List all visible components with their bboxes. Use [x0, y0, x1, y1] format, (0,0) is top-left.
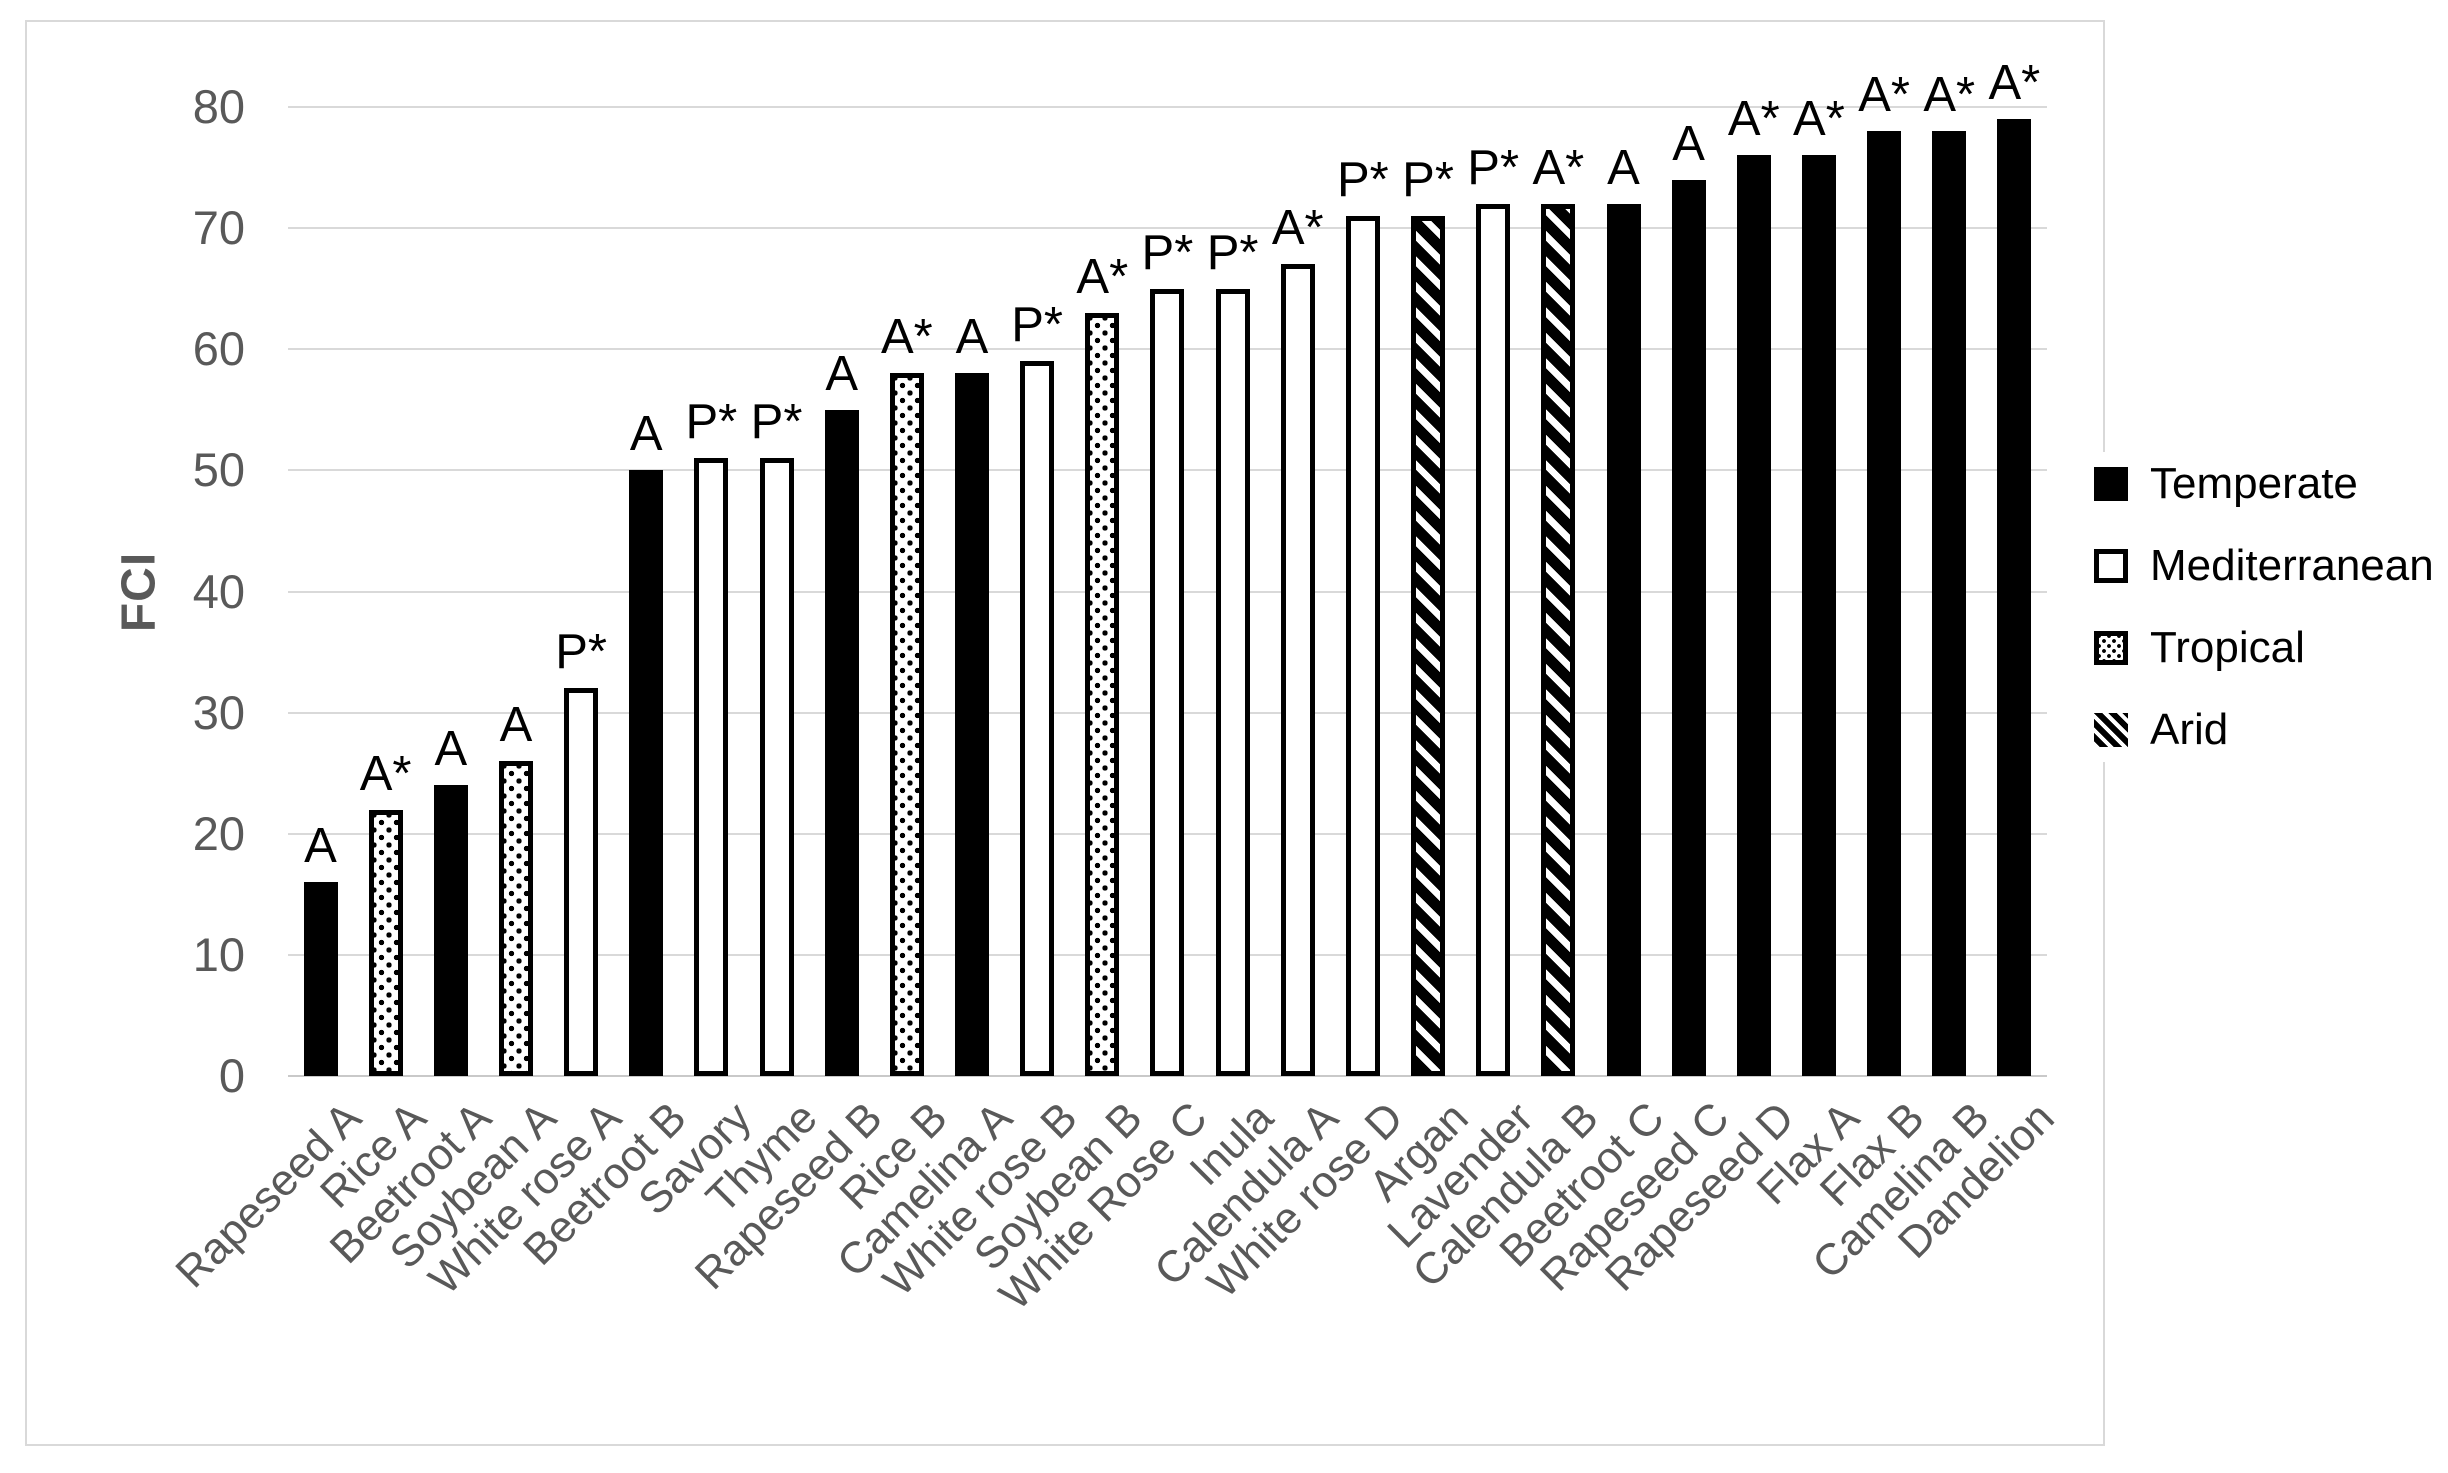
y-axis-tick-label: 20	[192, 806, 245, 860]
gridline	[288, 106, 2047, 108]
bar	[303, 882, 338, 1076]
bar	[1671, 180, 1706, 1076]
bar-annotation: A	[434, 722, 468, 776]
bar-annotation: P*	[555, 625, 607, 679]
bar	[1345, 216, 1380, 1076]
bar-annotation: A*	[1793, 92, 1845, 146]
bar-annotation: A	[955, 310, 989, 364]
bar	[433, 785, 468, 1076]
bar-annotation: A	[1607, 141, 1640, 195]
bar-annotation: A*	[359, 747, 412, 801]
bar	[1541, 204, 1576, 1076]
legend-key-dots-swatch	[2094, 631, 2128, 665]
bar	[1736, 155, 1771, 1076]
legend-item: Temperate	[2094, 459, 2448, 508]
legend: Temperate Mediterranean Tropical Arid	[2086, 452, 2448, 762]
bar-annotation: P*	[750, 395, 803, 449]
y-axis-tick-label: 60	[192, 322, 245, 376]
bar	[498, 761, 533, 1076]
legend-item: Mediterranean	[2094, 541, 2448, 590]
bar	[889, 373, 924, 1076]
bar-annotation: P*	[1467, 141, 1520, 195]
bar	[1085, 313, 1120, 1076]
legend-label: Mediterranean	[2150, 541, 2434, 590]
bar-annotation: A*	[1076, 250, 1129, 304]
bar	[1476, 204, 1511, 1076]
bar-annotation: A*	[1532, 141, 1585, 195]
bar	[629, 470, 664, 1076]
y-axis-tick-label: 50	[192, 443, 245, 497]
bar	[694, 458, 729, 1076]
bar-annotation: A	[1672, 117, 1705, 171]
bar-annotation: P*	[1206, 226, 1259, 280]
bar	[1020, 361, 1055, 1076]
bar	[1801, 155, 1836, 1076]
y-axis-tick-label: 10	[192, 927, 245, 981]
bar	[1280, 264, 1315, 1076]
legend-key-outline-swatch	[2094, 549, 2128, 583]
bar	[1932, 131, 1967, 1076]
bar	[955, 373, 989, 1076]
bar	[1997, 119, 2032, 1076]
y-axis-tick-label: 70	[192, 201, 245, 255]
y-axis-tick-label: 0	[218, 1049, 245, 1102]
bar-annotation: A*	[1988, 56, 2041, 110]
x-axis-line	[288, 1075, 2047, 1077]
legend-label: Tropical	[2150, 623, 2305, 672]
legend-item: Tropical	[2094, 623, 2448, 672]
y-axis-tick-label: 30	[192, 685, 245, 739]
bar	[1411, 216, 1446, 1076]
bar-annotation: A*	[1858, 68, 1910, 122]
legend-item: Arid	[2094, 705, 2448, 754]
y-axis-title: FCI	[112, 551, 166, 633]
gridline	[288, 227, 2047, 230]
bar-annotation: A*	[1727, 92, 1780, 146]
bar-annotation: A*	[1923, 68, 1976, 122]
bar	[759, 458, 794, 1076]
bar-annotation: A	[499, 698, 533, 752]
bar	[1150, 289, 1185, 1076]
bar-annotation: P*	[1141, 226, 1194, 280]
legend-key-solid-swatch	[2094, 467, 2128, 501]
bar-annotation: A*	[1271, 201, 1324, 255]
bar	[1606, 204, 1641, 1076]
bar	[368, 810, 403, 1076]
y-axis-tick-label: 80	[192, 80, 245, 133]
bar-annotation: P*	[1402, 153, 1454, 207]
bar-annotation: P*	[1011, 298, 1064, 352]
bar	[1215, 289, 1250, 1076]
legend-key-hatch-swatch	[2094, 713, 2128, 747]
bar	[1867, 131, 1902, 1076]
y-axis-tick-label: 40	[192, 564, 245, 618]
legend-label: Arid	[2150, 705, 2229, 754]
bar-annotation: A	[304, 819, 337, 873]
bar-annotation: P*	[1337, 153, 1389, 207]
bar-annotation: A	[629, 407, 663, 461]
bar-annotation: A	[825, 347, 859, 401]
bar	[824, 410, 859, 1076]
legend-label: Temperate	[2150, 459, 2358, 508]
bar-annotation: P*	[685, 395, 738, 449]
bar-annotation: A*	[880, 310, 933, 364]
bar	[564, 688, 599, 1076]
